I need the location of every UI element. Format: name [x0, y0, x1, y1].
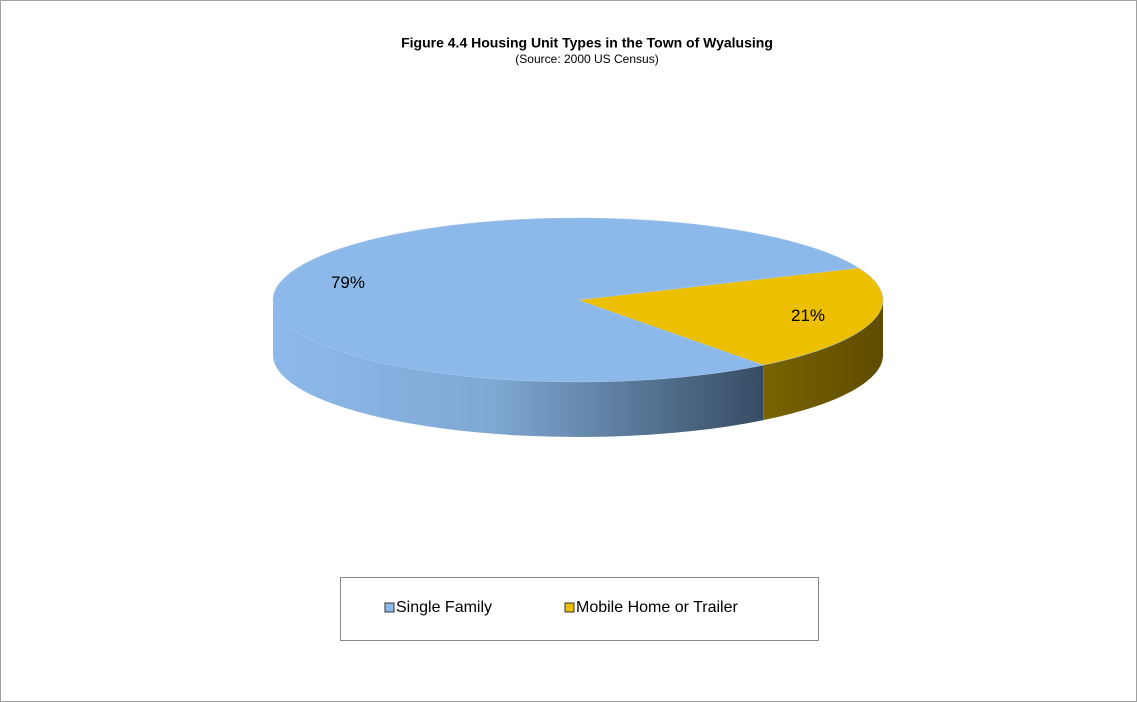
data-label: 21% [791, 306, 825, 325]
data-label: 79% [331, 273, 365, 292]
chart-title: Figure 4.4 Housing Unit Types in the Tow… [401, 35, 773, 51]
legend-label: Mobile Home or Trailer [576, 599, 739, 616]
legend-box [340, 577, 819, 641]
pie-side [273, 300, 764, 437]
chart-subtitle: (Source: 2000 US Census) [515, 52, 658, 66]
pie-slice [577, 267, 884, 366]
legend-label: Single Family [396, 599, 492, 616]
pie-side [763, 300, 883, 421]
pie-slice [272, 217, 860, 383]
legend-swatch [384, 602, 395, 613]
legend-swatch [564, 602, 575, 613]
